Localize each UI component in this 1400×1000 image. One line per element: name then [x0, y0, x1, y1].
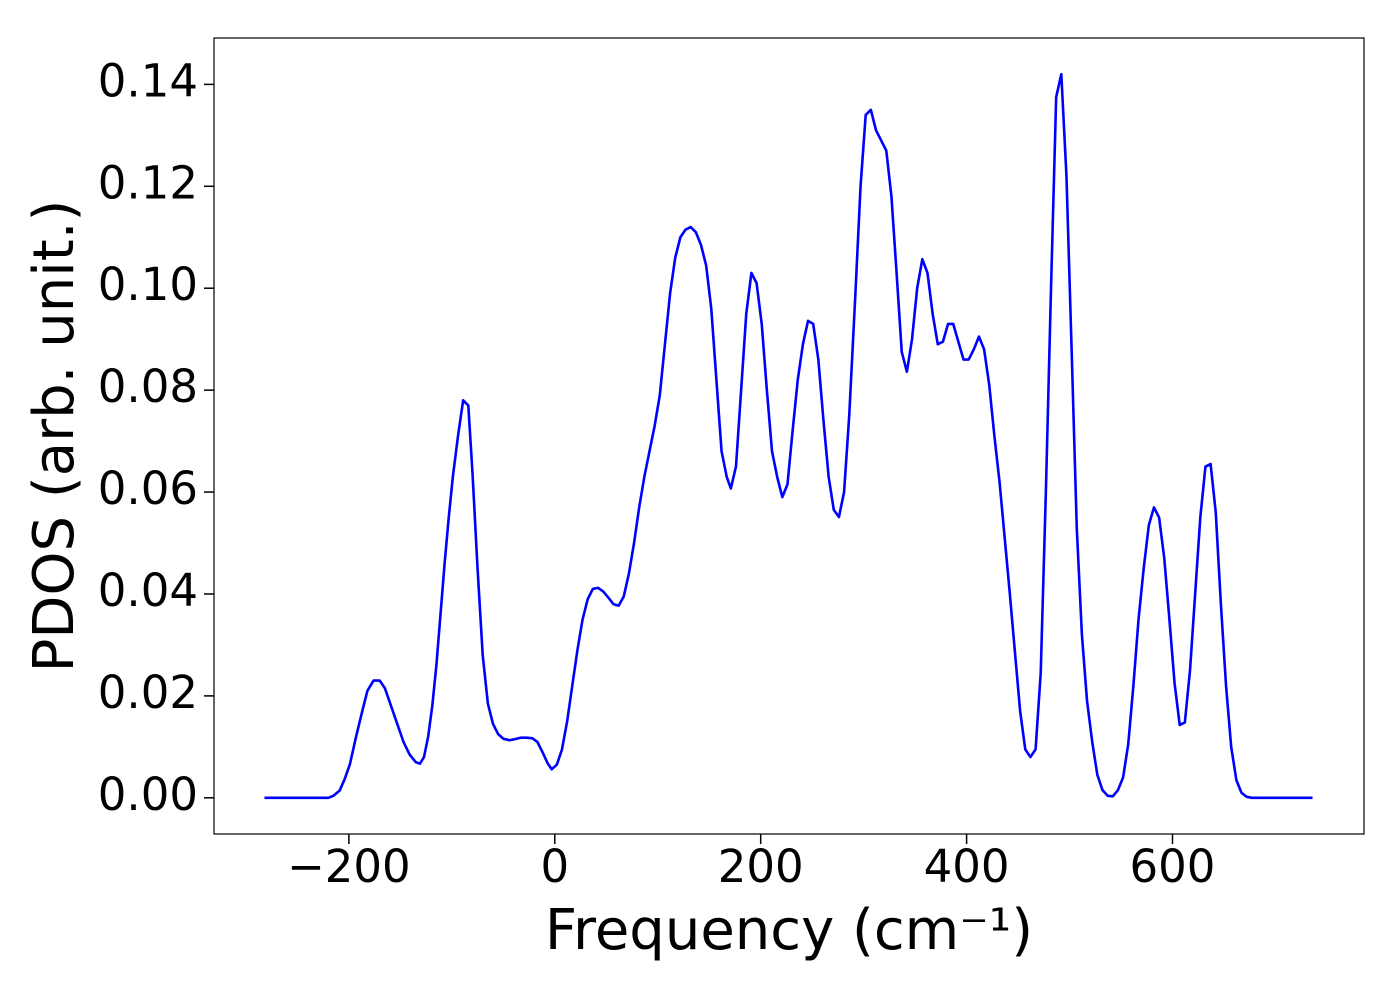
y-axis-label: PDOS (arb. unit.) [22, 200, 87, 673]
line [264, 72, 1313, 800]
x-tick-label: 400 [924, 840, 1010, 893]
y-tick-label: 0.08 [98, 360, 198, 413]
y-tick-label: 0.02 [98, 666, 198, 719]
y-tick-label: 0.10 [98, 258, 198, 311]
x-tick-label: 200 [718, 840, 804, 893]
x-tick-label: −200 [287, 840, 411, 893]
y-tick-label: 0.04 [98, 564, 198, 617]
y-tick-label: 0.14 [98, 54, 198, 107]
x-tick-label: 0 [540, 840, 569, 893]
plot-frame [213, 37, 1365, 835]
y-tick-label: 0.06 [98, 462, 198, 515]
x-axis-label: Frequency (cm⁻¹) [545, 898, 1033, 963]
y-tick-label: 0.12 [98, 156, 198, 209]
x-tick-label: 600 [1130, 840, 1216, 893]
y-tick-label: 0.00 [98, 768, 198, 821]
